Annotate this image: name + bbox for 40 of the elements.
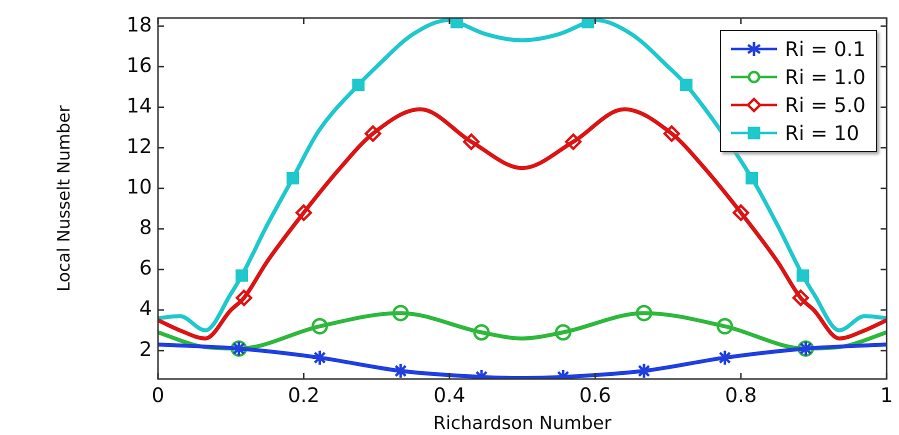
x-tick-label: 0.6: [579, 383, 612, 408]
x-axis-title: Richardson Number: [433, 412, 612, 434]
point: [392, 362, 409, 379]
point: [463, 133, 480, 150]
point: [554, 324, 572, 341]
point: [732, 204, 750, 221]
y-tick-label: 12: [126, 134, 152, 158]
point: [792, 290, 809, 306]
y-tick-label: 4: [139, 296, 152, 320]
point: [473, 324, 490, 341]
y-axis-title: Local Nusselt Number: [54, 105, 75, 292]
point: [295, 204, 312, 221]
point: [312, 318, 328, 335]
legend-label: Ri = 5.0: [784, 93, 866, 117]
point: [716, 349, 734, 366]
point: [565, 133, 582, 150]
point: [716, 318, 734, 335]
point: [364, 125, 382, 142]
legend-label: Ri = 10: [784, 121, 860, 145]
point: [636, 362, 652, 379]
point: [636, 304, 652, 322]
legend-label: Ri = 0.1: [784, 37, 866, 61]
y-tick-label: 2: [139, 336, 152, 361]
x-tick-label: 0.8: [725, 383, 757, 408]
y-tick-label: 10: [126, 174, 152, 199]
y-tick-label: 16: [126, 52, 152, 77]
y-tick-label: 8: [139, 215, 152, 240]
y-tick-label: 18: [126, 12, 152, 36]
point: [236, 290, 252, 306]
y-tick-label: 14: [126, 93, 152, 118]
x-tick-label: 0: [152, 383, 164, 408]
x-tick-label: 0.4: [434, 383, 466, 408]
line-series: [158, 18, 887, 332]
point: [392, 304, 409, 322]
legend-label: Ri = 1.0: [784, 65, 866, 89]
point: [663, 125, 680, 142]
point: [312, 349, 328, 366]
y-tick-label: 6: [139, 256, 152, 280]
x-tick-label: 1: [880, 383, 894, 408]
x-tick-label: 0.2: [288, 383, 320, 408]
